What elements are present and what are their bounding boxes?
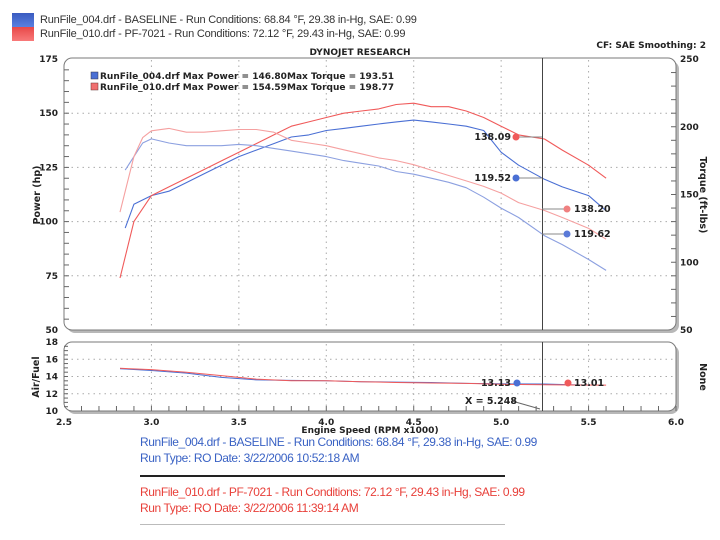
- svg-text:16: 16: [45, 355, 58, 365]
- svg-text:5.5: 5.5: [581, 418, 597, 428]
- run-swatch-baseline: [12, 13, 34, 27]
- svg-text:200: 200: [680, 123, 699, 133]
- svg-text:18: 18: [45, 338, 58, 348]
- main-grid: [66, 60, 674, 328]
- curve-2: [124, 138, 607, 271]
- curve-3: [119, 127, 607, 240]
- cursor-marker-afr-red: [564, 379, 572, 387]
- cursor-value-power-red: 138.09: [474, 132, 511, 143]
- svg-text:3.5: 3.5: [231, 418, 247, 428]
- svg-text:150: 150: [680, 191, 699, 201]
- main-axis-ticks: [64, 69, 676, 320]
- x-axis-label: Engine Speed (RPM x1000): [301, 426, 438, 436]
- svg-text:50: 50: [680, 326, 693, 336]
- svg-text:4.0: 4.0: [318, 418, 334, 428]
- svg-text:250: 250: [680, 55, 699, 65]
- svg-text:14: 14: [45, 373, 58, 383]
- afr-axis-label: Air/Fuel: [31, 356, 42, 397]
- cursor-marker-afr-blue: [513, 379, 521, 387]
- svg-text:4.5: 4.5: [406, 418, 422, 428]
- torque-axis-label: Torque (ft-lbs): [697, 157, 708, 234]
- afr-grid: [66, 344, 674, 409]
- svg-text:150: 150: [39, 109, 58, 119]
- curves: [119, 102, 607, 386]
- footer-pf7021-line2: Run Type: RO Date: 3/22/2006 11:39:14 AM: [140, 501, 359, 515]
- cursor-value-power-blue: 119.52: [474, 173, 511, 184]
- legend-swatch-pf7021: [90, 82, 99, 91]
- svg-text:5.0: 5.0: [493, 418, 509, 428]
- svg-text:6.0: 6.0: [668, 418, 684, 428]
- cursor-value-afr-red: 13.01: [574, 378, 604, 389]
- svg-text:175: 175: [39, 55, 58, 65]
- svg-text:3.0: 3.0: [143, 418, 159, 428]
- svg-text:2.5: 2.5: [56, 418, 72, 428]
- svg-text:50: 50: [45, 326, 58, 336]
- cursor-value-torque-red: 138.20: [574, 204, 611, 215]
- svg-text:10: 10: [45, 407, 58, 417]
- afr-axis-ticks: [64, 345, 677, 411]
- legend-swatch-baseline: [90, 71, 99, 80]
- run-header-baseline: RunFile_004.drf - BASELINE - Run Conditi…: [40, 14, 417, 26]
- footer-pf7021-line1: RunFile_010.drf - PF-7021 - Run Conditio…: [140, 485, 525, 499]
- legend-pf7021-torque: Max Torque = 198.77: [287, 83, 394, 93]
- cursor-marker-torque-blue: [563, 230, 571, 238]
- run-swatch-pf7021: [12, 27, 34, 41]
- cursor-marker-power-blue: [512, 174, 520, 182]
- legend-pf7021-power: RunFile_010.drf Max Power = 154.59: [100, 83, 287, 93]
- svg-text:100: 100: [680, 258, 699, 268]
- footer-baseline: RunFile_004.drf - BASELINE - Run Conditi…: [140, 434, 537, 466]
- chart-title: DYNOJET RESEARCH: [309, 48, 410, 58]
- footer-baseline-line1: RunFile_004.drf - BASELINE - Run Conditi…: [140, 435, 537, 449]
- run-header: RunFile_004.drf - BASELINE - Run Conditi…: [12, 13, 417, 41]
- svg-text:12: 12: [45, 390, 58, 400]
- footer-baseline-line2: Run Type: RO Date: 3/22/2006 10:52:18 AM: [140, 451, 360, 465]
- footer-divider-bottom: [140, 524, 505, 525]
- cursor-marker-torque-red: [563, 205, 571, 213]
- curve-1: [119, 102, 607, 279]
- afr-right-axis-label: None: [697, 363, 708, 391]
- cf-smoothing-label: CF: SAE Smoothing: 2: [596, 41, 706, 51]
- curve-0: [124, 119, 607, 229]
- svg-text:125: 125: [39, 163, 58, 173]
- cursor-value-torque-blue: 119.62: [574, 229, 611, 240]
- tick-labels: 175 150 125 100 75 50 250 200 150 100 50 18 16 14 12 10…: [39, 55, 699, 428]
- footer-pf7021: RunFile_010.drf - PF-7021 - Run Conditio…: [140, 484, 525, 516]
- power-axis-label: Power (hp): [32, 166, 43, 225]
- afr-curve-1: [119, 367, 607, 386]
- cursor-x-label: X = 5.248: [465, 396, 517, 407]
- legend-baseline-torque: Max Torque = 193.51: [287, 72, 394, 82]
- run-header-pf7021: RunFile_010.drf - PF-7021 - Run Conditio…: [40, 28, 406, 40]
- svg-text:75: 75: [45, 272, 58, 282]
- cursor-marker-power-red: [512, 133, 520, 141]
- svg-text:100: 100: [39, 218, 58, 228]
- legend-baseline-power: RunFile_004.drf Max Power = 146.80: [100, 72, 287, 82]
- footer-divider: [140, 475, 505, 477]
- cursor-value-afr-blue: 13.13: [481, 378, 511, 389]
